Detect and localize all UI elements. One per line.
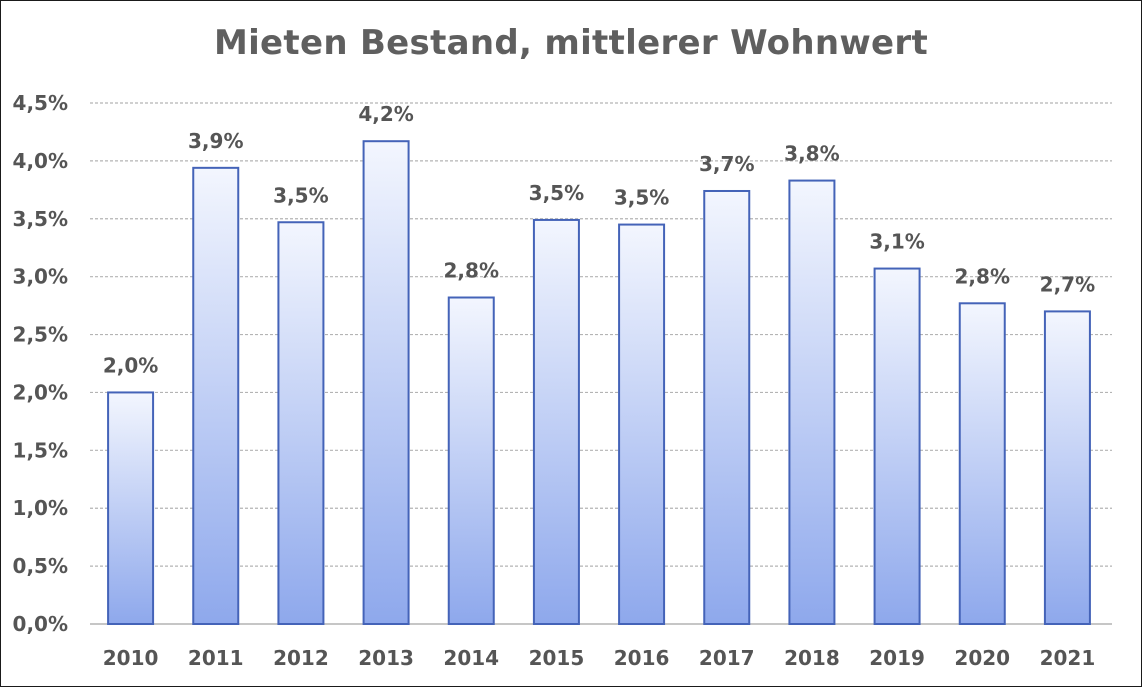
x-tick-label-2020: 2020: [954, 646, 1010, 670]
x-tick-label-2019: 2019: [869, 646, 925, 670]
data-label-2019: 3,1%: [869, 230, 924, 254]
y-tick-label: 3,0%: [13, 265, 68, 289]
bar-2012: [277, 221, 325, 626]
bar-2015: [532, 218, 580, 626]
y-tick-label: 2,5%: [13, 323, 68, 347]
x-tick-label-2013: 2013: [358, 646, 414, 670]
x-tick-label-2012: 2012: [273, 646, 329, 670]
bar-2021: [1043, 310, 1091, 625]
data-label-2014: 2,8%: [444, 259, 499, 283]
x-tick-label-2018: 2018: [784, 646, 840, 670]
x-tick-label-2015: 2015: [529, 646, 585, 670]
x-tick-label-2010: 2010: [103, 646, 159, 670]
bars: [107, 140, 1091, 626]
y-tick-label: 0,5%: [13, 554, 68, 578]
bar-2019: [873, 267, 921, 625]
data-label-2021: 2,7%: [1040, 272, 1095, 296]
data-label-2018: 3,8%: [784, 142, 839, 166]
x-tick-label-2016: 2016: [614, 646, 670, 670]
x-axis-tick-labels: 2010 2011 2012 2013 2014 2015 2016 2017 2018 2019…: [103, 646, 1096, 670]
gridlines: [90, 102, 1112, 625]
bar-2020: [958, 302, 1006, 625]
bar-2018: [788, 179, 836, 625]
data-label-2020: 2,8%: [955, 264, 1010, 288]
y-axis-tick-labels: 0,0% 0,5% 1,0% 1,5% 2,0% 2,5% 3,0% 3,5% 4,0% 4,5%: [13, 91, 68, 636]
bar-2014: [447, 296, 495, 625]
y-tick-label: 2,0%: [13, 380, 68, 404]
x-tick-label-2014: 2014: [443, 646, 499, 670]
x-tick-label-2021: 2021: [1040, 646, 1096, 670]
data-label-2011: 3,9%: [188, 129, 243, 153]
data-label-2012: 3,5%: [273, 183, 328, 207]
data-label-2013: 4,2%: [358, 102, 413, 126]
data-label-2017: 3,7%: [699, 152, 754, 176]
y-tick-label: 1,5%: [13, 438, 68, 462]
data-labels: 2,0% 3,9% 3,5% 4,2% 2,8% 3,5% 3,5% 3,7% 3,8% 3,1%…: [103, 102, 1095, 377]
data-label-2010: 2,0%: [103, 353, 158, 377]
y-tick-label: 4,0%: [13, 149, 68, 173]
chart-title: Mieten Bestand, mittlerer Wohnwert: [213, 23, 929, 63]
bar-2013: [362, 140, 410, 625]
bar-2011: [192, 166, 240, 626]
bar-2016: [618, 223, 666, 625]
y-tick-label: 4,5%: [13, 91, 68, 115]
data-label-2015: 3,5%: [529, 181, 584, 205]
x-tick-label-2011: 2011: [188, 646, 244, 670]
bar-2017: [703, 189, 751, 625]
y-tick-label: 3,5%: [13, 207, 68, 231]
y-tick-label: 1,0%: [13, 496, 68, 520]
y-tick-label: 0,0%: [13, 612, 68, 636]
data-label-2016: 3,5%: [614, 186, 669, 210]
x-tick-label-2017: 2017: [699, 646, 755, 670]
bar-2010: [107, 391, 155, 626]
